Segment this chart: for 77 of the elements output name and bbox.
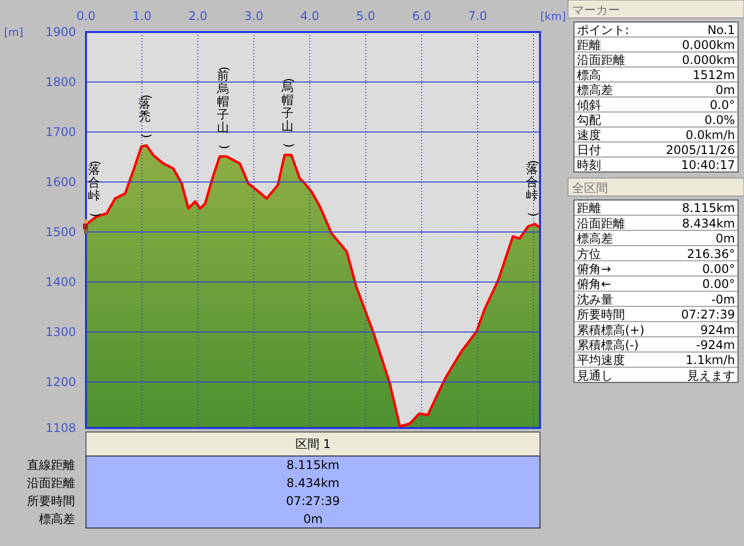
text: ポイント: [577, 23, 630, 37]
text: -924m [696, 338, 735, 352]
text: 時刻 [577, 158, 601, 172]
text: 見えます [687, 368, 735, 382]
text: 沈み量 [577, 292, 613, 306]
text: 俯角→ [577, 262, 612, 276]
text: 距離 [577, 38, 601, 52]
x-tick-label: 7.0 [468, 9, 488, 23]
text: 0m [716, 83, 735, 97]
y-tick-label: 1500 [45, 225, 76, 240]
annotation: (落禿) [138, 94, 154, 138]
text: 勾配 [577, 113, 601, 127]
y-tick-label: 1300 [45, 325, 76, 340]
text: -0m [711, 292, 735, 306]
text: 区間 1 [295, 437, 331, 451]
text: No.1 [707, 23, 735, 37]
text: 10:40:17 [681, 158, 735, 172]
text: 見通し [577, 368, 613, 382]
text: 標高差 [577, 232, 613, 246]
text: 924m [700, 322, 735, 337]
text: 直線距離 [27, 458, 75, 472]
annotation: (前烏帽子山) [216, 66, 232, 150]
text: 沿面距離 [577, 53, 625, 67]
text: 累積標高(+) [577, 322, 644, 337]
text: 0.0km/h [686, 128, 735, 142]
text: 沿面距離 [577, 216, 625, 230]
y-tick-label: 1700 [45, 125, 76, 140]
x-tick-label: 3.0 [244, 9, 264, 23]
x-tick-label: 0.0 [76, 9, 96, 23]
y-axis-title: [m] [4, 26, 24, 39]
text: 8.115km [286, 458, 340, 472]
text: 標高 [577, 68, 601, 82]
x-tick-label: 1.0 [132, 9, 152, 23]
x-tick-label: 2.0 [188, 9, 208, 23]
text: 累積標高(-) [577, 338, 639, 352]
x-tick-label: 6.0 [412, 9, 432, 23]
text: 8.115km [682, 201, 735, 216]
text: 8.434km [286, 476, 340, 490]
text: 沿面距離 [27, 476, 75, 490]
x-tick-label: 4.0 [300, 9, 320, 23]
text: 07:27:39 [286, 494, 340, 508]
text: 0m [303, 512, 323, 526]
text: 標高差 [577, 83, 613, 97]
text: 07:27:39 [681, 308, 735, 322]
text: 0.00° [702, 262, 735, 276]
text: 0m [716, 232, 735, 246]
y-tick-label: 1108 [45, 421, 76, 436]
y-tick-label: 1900 [45, 25, 76, 40]
text: 0.000km [682, 38, 735, 52]
text: 1.1km/h [686, 353, 735, 368]
text: 傾斜 [577, 98, 601, 112]
text: マーカー [572, 3, 620, 17]
x-tick-label: 5.0 [356, 9, 376, 23]
text: 方位 [577, 246, 601, 261]
y-tick-label: 1200 [45, 375, 76, 390]
text: 0.000km [682, 53, 735, 67]
text: 俯角← [577, 277, 612, 292]
text: 距離 [577, 201, 601, 216]
text: 0.0° [710, 98, 735, 112]
y-tick-label: 1400 [45, 275, 76, 290]
text: 速度 [577, 128, 601, 142]
text: 0.00° [702, 277, 735, 292]
text: 216.36° [687, 246, 735, 261]
text: 1512m [692, 68, 735, 82]
text: 標高差 [39, 512, 75, 526]
text: 0.0% [704, 113, 735, 127]
x-axis-title: [km] [540, 10, 566, 23]
y-tick-label: 1600 [45, 175, 76, 190]
text: 所要時間 [27, 494, 75, 508]
text: 所要時間 [577, 308, 625, 322]
y-tick-label: 1800 [45, 75, 76, 90]
text: 2005/11/26 [666, 143, 735, 157]
text: 8.434km [682, 216, 735, 230]
annotation: (烏帽子山) [280, 78, 296, 148]
text: 平均速度 [577, 353, 625, 368]
text: 日付 [577, 143, 601, 157]
text: 全区間 [572, 181, 608, 195]
